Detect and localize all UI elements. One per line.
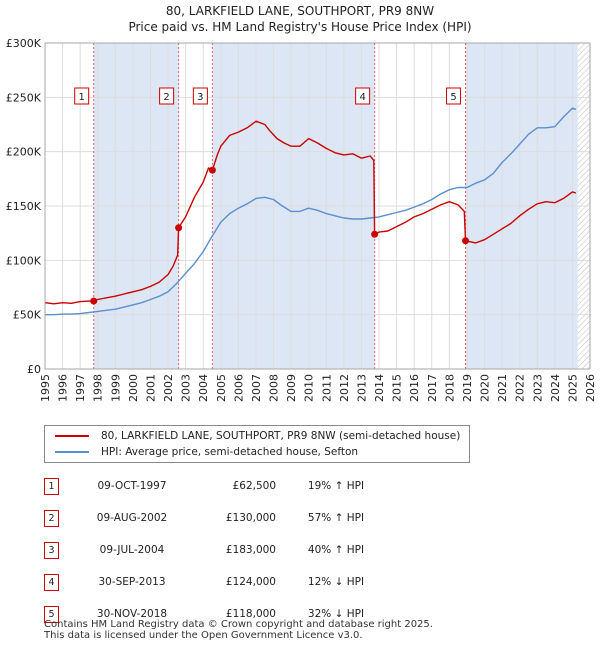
y-tick-label: £250K [6,91,42,104]
x-tick-label: 2003 [180,374,193,402]
x-tick-label: 2021 [496,374,509,402]
hpi-line [45,107,577,316]
legend-swatch-hpi [55,451,89,453]
sale-date: 30-SEP-2013 [98,576,166,588]
sale-price: £118,000 [225,608,276,620]
sale-marker-badge: 1 [44,477,59,495]
x-tick-label: 2013 [355,374,368,402]
sale-point [90,297,98,305]
price-chart: 80, LARKFIELD LANE, SOUTHPORT, PR9 8NW Pr… [6,4,597,402]
x-tick-label: 2009 [285,374,298,402]
table-row: 2 09-AUG-2002 £130,000 57% ↑ HPI [44,502,396,534]
x-tick-label: 1997 [74,374,87,402]
x-tick-label: 2015 [391,374,404,402]
sale-marker-label: 5 [450,92,456,103]
chart-legend: 80, LARKFIELD LANE, SOUTHPORT, PR9 8NW (… [44,425,470,463]
sale-price: £130,000 [225,512,276,524]
x-tick-label: 1996 [57,374,70,402]
sale-point [371,230,379,238]
sale-date: 09-OCT-1997 [97,480,167,492]
sale-date: 30-NOV-2018 [96,608,168,620]
footer-line-2: This data is licensed under the Open Gov… [44,630,363,641]
y-tick-label: £100K [6,254,42,267]
sale-point [175,224,183,232]
y-tick-label: £150K [6,200,42,213]
sale-hpi-diff: 12% ↓ HPI [307,576,365,588]
x-tick-label: 2012 [338,374,351,402]
sale-marker-label: 1 [79,92,85,103]
price-paid-line [44,120,577,305]
sale-price: £124,000 [225,576,276,588]
x-tick-label: 2002 [162,374,175,402]
x-tick-label: 2024 [549,374,562,402]
x-tick-label: 2020 [479,374,492,402]
sale-marker-badge: 2 [44,509,59,527]
x-tick-label: 2018 [443,374,456,402]
y-tick-label: £50K [13,309,42,322]
x-tick-label: 1998 [92,374,105,402]
plot-frame [44,42,591,370]
sales-table: 1 09-OCT-1997 £62,500 19% ↑ HPI 2 09-AUG… [44,470,396,630]
sale-price: £62,500 [232,480,276,492]
sale-hpi-diff: 57% ↑ HPI [307,512,365,524]
x-tick-label: 2025 [566,374,579,402]
x-tick-label: 2011 [320,374,333,402]
x-tick-label: 2023 [531,374,544,402]
x-tick-label: 2008 [268,374,281,402]
legend-item-price: 80, LARKFIELD LANE, SOUTHPORT, PR9 8NW (… [55,428,460,444]
sale-hpi-diff: 32% ↓ HPI [307,608,365,620]
sale-marker-box [446,87,462,105]
sale-marker-badge: 4 [44,573,59,591]
chart-title: 80, LARKFIELD LANE, SOUTHPORT, PR9 8NW [166,4,434,18]
x-tick-label: 2006 [232,374,245,402]
sale-marker-box [355,87,371,105]
sale-marker-badge: 5 [44,605,59,623]
sale-marker-label: 3 [197,92,203,103]
x-tick-label: 2014 [373,374,386,402]
sale-point [462,237,470,245]
sale-marker-box [159,87,175,105]
sale-marker-box [74,87,90,105]
footer-line-1: Contains HM Land Registry data © Crown c… [44,619,433,630]
x-tick-label: 2017 [426,374,439,402]
chart-subtitle: Price paid vs. HM Land Registry's House … [128,20,471,34]
x-tick-label: 1999 [109,374,122,402]
y-tick-label: £300K [6,37,42,50]
x-tick-label: 2022 [514,374,527,402]
sale-price: £183,000 [225,544,276,556]
x-tick-label: 2004 [197,374,210,402]
sale-marker-label: 2 [163,92,169,103]
sale-marker-label: 4 [359,92,365,103]
sale-hpi-diff: 19% ↑ HPI [307,480,365,492]
x-tick-label: 2019 [461,374,474,402]
footer-attribution: Contains HM Land Registry data © Crown c… [44,619,433,641]
x-tick-label: 2001 [144,374,157,402]
legend-label-price: 80, LARKFIELD LANE, SOUTHPORT, PR9 8NW (… [101,430,461,442]
x-tick-label: 2005 [215,374,228,402]
table-row: 4 30-SEP-2013 £124,000 12% ↓ HPI [44,566,396,598]
sale-date: 09-JUL-2004 [99,544,165,556]
y-tick-label: £0 [27,363,41,376]
x-tick-label: 2026 [584,374,597,402]
x-tick-label: 2016 [408,374,421,402]
sale-hpi-diff: 40% ↑ HPI [307,544,365,556]
sale-marker-box [192,87,208,105]
x-tick-label: 2010 [303,374,316,402]
sale-marker-badge: 3 [44,541,59,559]
legend-swatch-price [55,435,89,437]
x-tick-label: 1995 [39,374,52,402]
table-row: 5 30-NOV-2018 £118,000 32% ↓ HPI [44,598,396,630]
x-tick-label: 2007 [250,374,263,402]
x-tick-label: 2000 [127,374,140,402]
sale-point [208,166,216,174]
y-tick-label: £200K [6,146,42,159]
table-row: 3 09-JUL-2004 £183,000 40% ↑ HPI [44,534,396,566]
table-row: 1 09-OCT-1997 £62,500 19% ↑ HPI [44,470,396,502]
legend-item-hpi: HPI: Average price, semi-detached house,… [55,444,358,460]
sale-date: 09-AUG-2002 [96,512,168,524]
legend-label-hpi: HPI: Average price, semi-detached house,… [101,446,359,458]
